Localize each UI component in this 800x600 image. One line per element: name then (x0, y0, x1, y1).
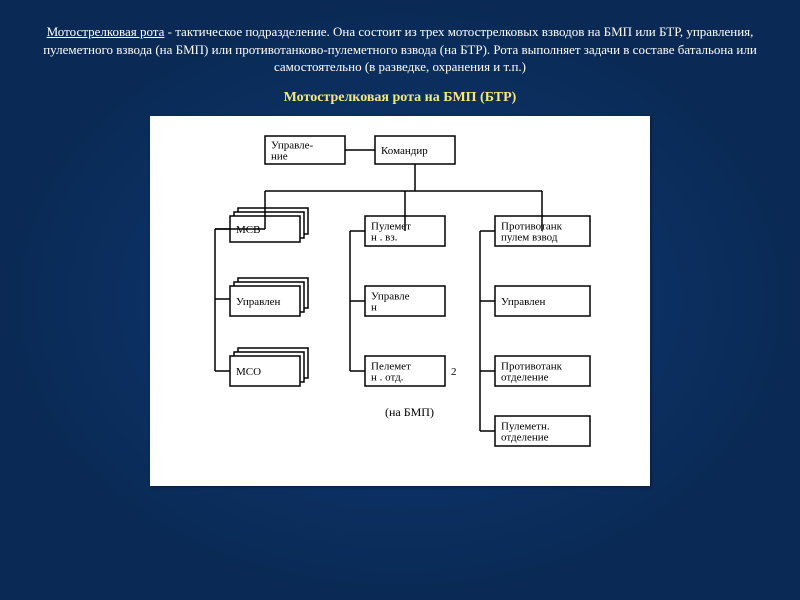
svg-text:н: н (371, 301, 377, 313)
node-pulo2: Пулеметн.отделение (495, 416, 590, 446)
node-pto: Противотанкотделение (495, 356, 590, 386)
svg-text:н . отд.: н . отд. (371, 371, 404, 383)
intro-paragraph: Мотострелковая рота - тактическое подраз… (14, 23, 786, 76)
svg-text:ние: ние (271, 150, 288, 162)
diagram-panel: Командир Управле-ние МСВ Управлен МСО Пулемет… (150, 116, 650, 486)
slide: Мотострелковая рота - тактическое подраз… (0, 0, 800, 600)
svg-text:пулем взвод: пулем взвод (501, 231, 558, 243)
svg-text:МСВ: МСВ (236, 224, 260, 236)
node-col3b: Управлен (495, 286, 590, 316)
org-chart: Командир Управле-ние МСВ Управлен МСО Пулемет… (150, 116, 650, 486)
svg-text:Командир: Командир (381, 145, 428, 157)
node-mso: МСО (230, 348, 308, 386)
svg-text:2: 2 (451, 366, 457, 378)
intro-term: Мотострелковая рота (47, 24, 165, 39)
svg-text:Управлен: Управлен (501, 296, 546, 308)
svg-text:н . вз.: н . вз. (371, 231, 398, 243)
node-col1b: Управлен (230, 278, 308, 316)
svg-text:отделение: отделение (501, 371, 549, 383)
node-msv: МСВ (230, 208, 308, 242)
svg-text:Управлен: Управлен (236, 296, 281, 308)
node-pulo: Пелеметн . отд.2 (365, 356, 457, 386)
diagram-title: Мотострелковая рота на БМП (БТР) (14, 90, 786, 106)
svg-text:МСО: МСО (236, 366, 261, 378)
svg-text:отделение: отделение (501, 431, 549, 443)
diagram-caption: (на БМП) (385, 405, 434, 419)
node-mgmt: Управле-ние (265, 136, 345, 164)
node-col2b: Управлен (365, 286, 445, 316)
node-cmd: Командир (375, 136, 455, 164)
